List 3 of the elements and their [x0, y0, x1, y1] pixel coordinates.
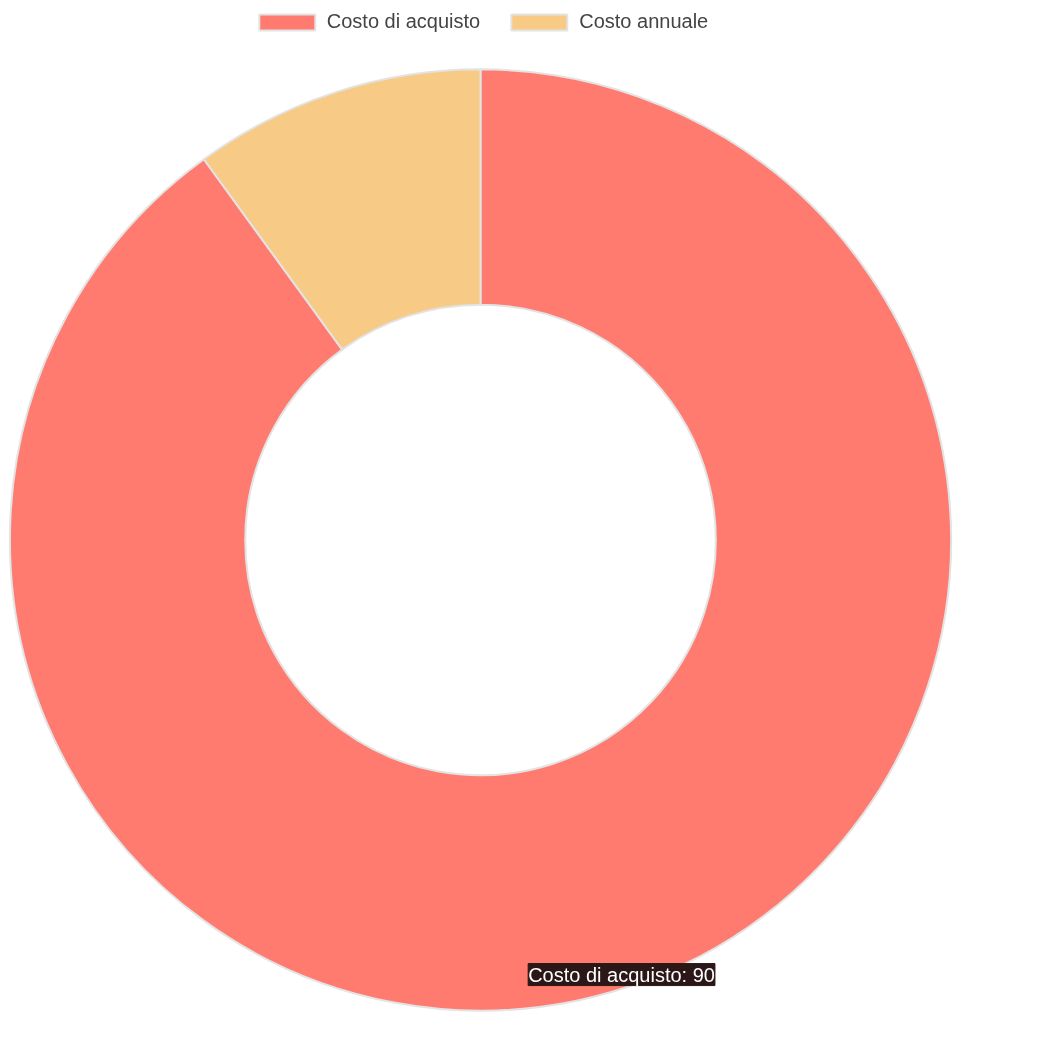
- data-label: Costo di acquisto: 90: [528, 963, 715, 986]
- legend-label: Costo annuale: [579, 10, 709, 33]
- legend-label: Costo di acquisto: [326, 10, 481, 33]
